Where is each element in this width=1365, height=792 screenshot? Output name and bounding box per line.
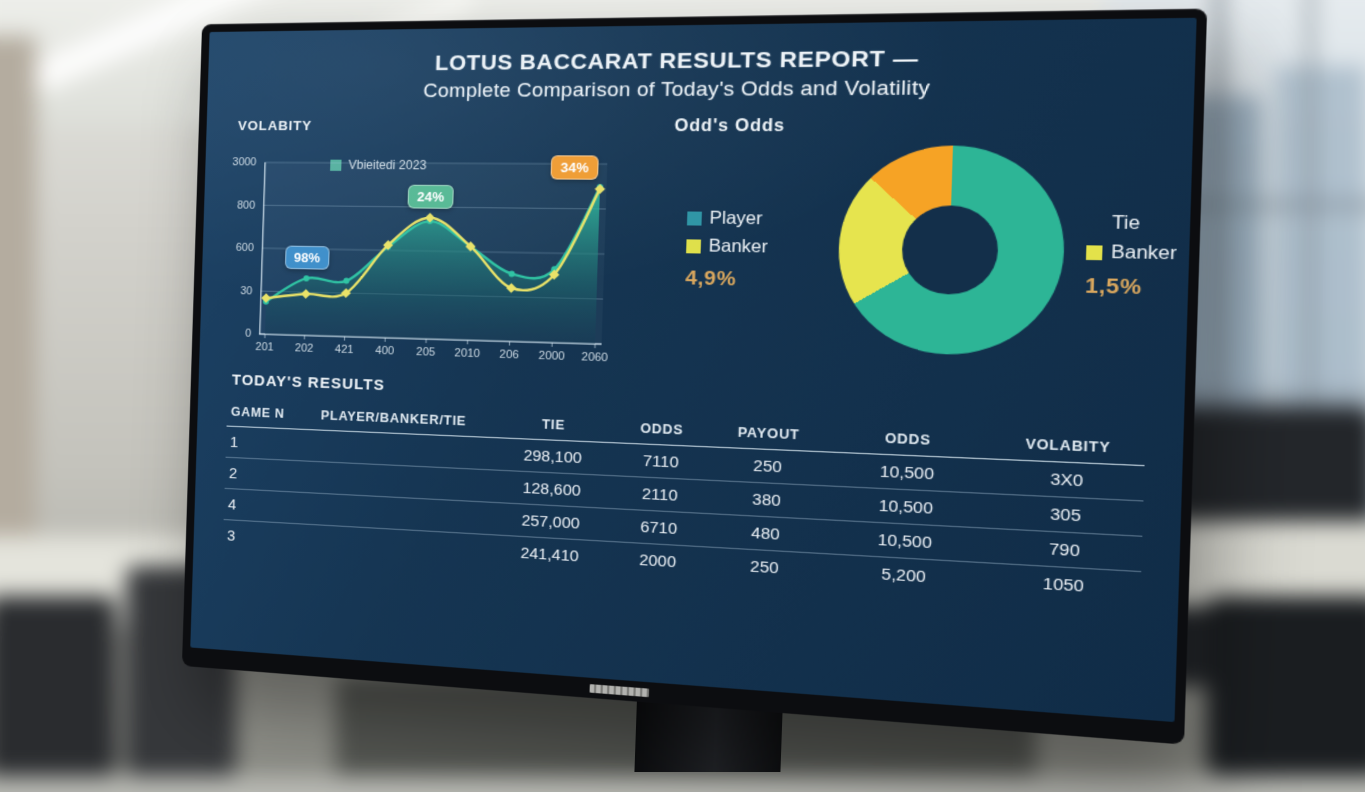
legend-label: Tie: [1112, 213, 1141, 235]
donut-legend-right: Tie Banker 1,5%: [1085, 205, 1197, 303]
legend-swatch: [687, 211, 702, 225]
x-tick-label: 421: [335, 343, 354, 356]
legend-label: Player: [709, 209, 763, 230]
odds-chart-title: Odd's Odds: [674, 116, 1196, 137]
legend-label: Banker: [1111, 242, 1178, 265]
y-tick-label: 600: [236, 242, 254, 254]
volatility-chart-title: VOLABITY: [238, 117, 644, 133]
x-tick-label: 206: [499, 348, 519, 361]
x-tick-label: 205: [416, 346, 435, 359]
y-tick-label: 800: [237, 199, 255, 211]
legend-percent-value: 1,5%: [1085, 275, 1197, 303]
volatility-chart: VOLABITY 3000 800 600 30 0 201 202 421 400 205 20…: [229, 117, 644, 375]
report-subtitle: Complete Comparison of Today's Odds and …: [207, 75, 1195, 104]
table-cell: 3: [223, 520, 289, 555]
charts-row: VOLABITY 3000 800 600 30 0 201 202 421 400 205 20…: [199, 116, 1193, 393]
donut-legend-left: Player Banker 4,9%: [667, 201, 819, 294]
legend-item: Tie: [1087, 213, 1197, 236]
dashboard-screen: LOTUS BACCARAT RESULTS REPORT — Complete…: [190, 18, 1196, 722]
donut-hole: [901, 205, 1000, 295]
legend-percent-value: 4,9%: [685, 267, 817, 293]
y-axis: 3000 800 600 30 0: [225, 157, 260, 339]
legend-label: Banker: [708, 236, 768, 257]
table-cell: 1: [226, 426, 292, 460]
x-tick-label: 400: [375, 345, 394, 358]
legend-item: Banker: [1086, 242, 1197, 266]
report-header: LOTUS BACCARAT RESULTS REPORT — Complete…: [207, 18, 1196, 104]
table-cell: 1050: [987, 563, 1141, 606]
donut-row: Player Banker 4,9% Tie Banker 1,5%: [665, 145, 1196, 363]
table-cell: 4: [224, 488, 290, 523]
x-tick-label: 2060: [581, 351, 608, 365]
legend-item: Player: [687, 208, 819, 230]
x-tick-label: 202: [295, 342, 314, 355]
x-tick-label: 2010: [454, 347, 480, 360]
data-label-badge: 24%: [407, 184, 453, 208]
office-chair: [0, 596, 116, 776]
table-cell: 250: [708, 547, 822, 587]
table-cell: 7110: [610, 443, 712, 481]
y-tick-label: 3000: [232, 156, 256, 168]
table-cell: 298,100: [495, 438, 612, 476]
legend-swatch: [1086, 245, 1103, 260]
x-tick-label: 2000: [538, 350, 565, 363]
data-label-badge: 34%: [550, 155, 598, 180]
donut-chart: [836, 145, 1068, 357]
table-cell: 2110: [609, 476, 711, 514]
table-cell: 241,410: [492, 535, 608, 574]
odds-chart: Odd's Odds Player Banker 4,9% Tie Banker 1,5…: [664, 116, 1196, 395]
office-chair: [1206, 596, 1365, 776]
report-title: LOTUS BACCARAT RESULTS REPORT —: [208, 43, 1196, 78]
x-tick-label: 201: [255, 341, 274, 354]
data-label-badge: 98%: [285, 245, 330, 269]
bezel-brand-plate: [589, 684, 648, 697]
table-header-cell: ODDS: [611, 416, 713, 447]
table-header-cell: GAME N: [227, 400, 293, 428]
y-tick-label: 0: [245, 328, 251, 340]
table-cell: 250: [711, 447, 825, 486]
table-cell: 2000: [607, 541, 709, 580]
table-cell: 2: [225, 457, 291, 492]
legend-item: Banker: [686, 236, 818, 259]
legend-swatch: [686, 239, 701, 253]
y-tick-label: 30: [240, 285, 252, 297]
monitor-bezel: LOTUS BACCARAT RESULTS REPORT — Complete…: [182, 8, 1207, 744]
